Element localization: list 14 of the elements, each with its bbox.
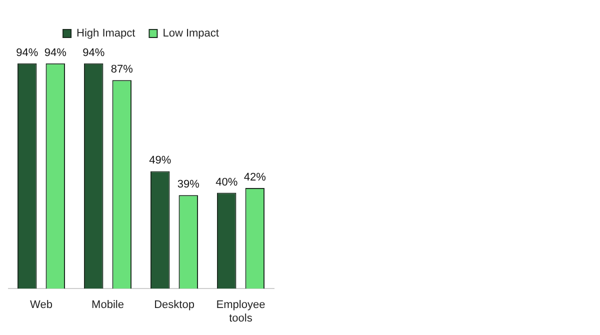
legend-label: High Imapct [76,28,136,40]
data-label: 94% [82,46,105,59]
x-tick-label: Employee tools [216,299,266,324]
x-tick-label: Web [30,299,52,312]
data-label: 42% [244,172,266,184]
data-label: 40% [216,176,238,188]
data-label: 94% [44,46,67,59]
data-label: 87% [110,64,134,76]
data-label: 49% [149,154,172,167]
x-tick-label: Desktop [154,299,194,312]
legend-label: Low Impact [162,28,219,40]
data-label: 94% [16,46,38,59]
data-label: 39% [177,178,200,191]
x-tick-label: Mobile [92,299,124,312]
